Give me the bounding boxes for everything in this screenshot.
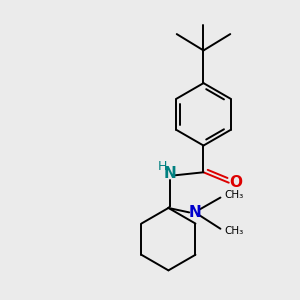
- Text: H: H: [158, 160, 167, 173]
- Text: CH₃: CH₃: [224, 190, 244, 200]
- Text: N: N: [164, 166, 176, 181]
- Text: CH₃: CH₃: [224, 226, 244, 236]
- Text: N: N: [189, 205, 202, 220]
- Text: O: O: [229, 175, 242, 190]
